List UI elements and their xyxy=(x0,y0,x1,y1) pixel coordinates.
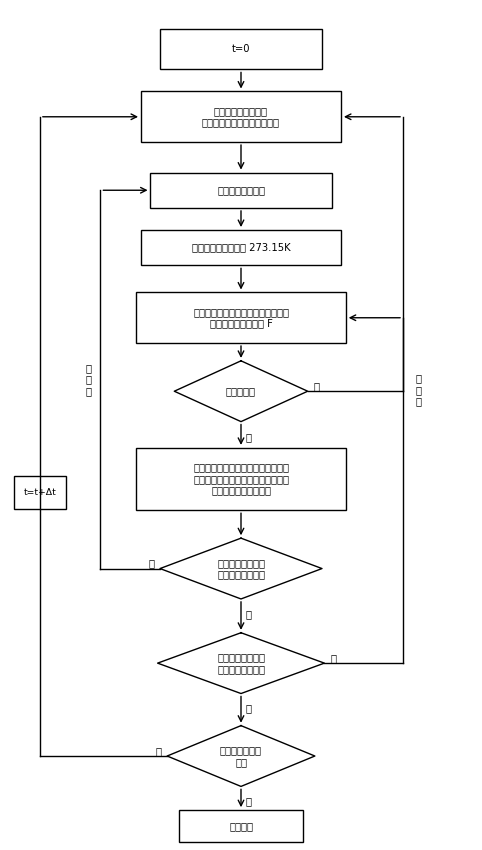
Text: 是否已遍历当前单
元组中所有单元？: 是否已遍历当前单 元组中所有单元？ xyxy=(217,558,265,580)
Text: t=t+Δt: t=t+Δt xyxy=(24,488,56,497)
Text: 确定当前计算单元: 确定当前计算单元 xyxy=(217,185,265,196)
Text: 热力平衡？: 热力平衡？ xyxy=(226,386,256,396)
Text: 否: 否 xyxy=(330,653,336,663)
Text: 是否已遍历结冰表
面所有网格单元？: 是否已遍历结冰表 面所有网格单元？ xyxy=(217,652,265,674)
Text: 内
循
环: 内 循 环 xyxy=(85,363,92,396)
Text: 搜索当前计算单元组
（首次计算时为滞止单元组）: 搜索当前计算单元组 （首次计算时为滞止单元组） xyxy=(202,106,280,128)
FancyBboxPatch shape xyxy=(136,292,346,343)
Text: 计算当前单元的结冰量、溢流水量、
平衡温度、冻结系数 F: 计算当前单元的结冰量、溢流水量、 平衡温度、冻结系数 F xyxy=(193,307,289,329)
Text: 搜索溢流水将要流向的单元编号（也
即下一次外循环计算的当前单元组）
并计算流入水量及水温: 搜索溢流水将要流向的单元编号（也 即下一次外循环计算的当前单元组） 并计算流入水… xyxy=(193,462,289,496)
FancyBboxPatch shape xyxy=(13,476,66,509)
Text: 是: 是 xyxy=(245,609,251,619)
FancyBboxPatch shape xyxy=(160,29,322,70)
FancyBboxPatch shape xyxy=(179,810,303,842)
Text: 假设单元平衡温度为 273.15K: 假设单元平衡温度为 273.15K xyxy=(192,242,290,252)
Text: 是否达到设定时
间？: 是否达到设定时 间？ xyxy=(220,745,262,767)
Text: 是: 是 xyxy=(245,796,251,807)
FancyBboxPatch shape xyxy=(141,230,341,265)
Text: 否: 否 xyxy=(155,746,161,756)
Polygon shape xyxy=(160,538,322,599)
Text: 否: 否 xyxy=(148,558,154,569)
FancyBboxPatch shape xyxy=(150,173,332,208)
Text: 是: 是 xyxy=(245,704,251,714)
FancyBboxPatch shape xyxy=(141,92,341,142)
Text: 完成计算: 完成计算 xyxy=(229,821,253,831)
Polygon shape xyxy=(174,360,308,422)
Text: t=0: t=0 xyxy=(232,44,250,54)
FancyBboxPatch shape xyxy=(136,448,346,510)
Text: 否: 否 xyxy=(313,381,320,391)
Polygon shape xyxy=(158,632,324,694)
Polygon shape xyxy=(167,726,315,786)
Text: 是: 是 xyxy=(245,432,251,442)
Text: 外
循
环: 外 循 环 xyxy=(415,373,421,406)
